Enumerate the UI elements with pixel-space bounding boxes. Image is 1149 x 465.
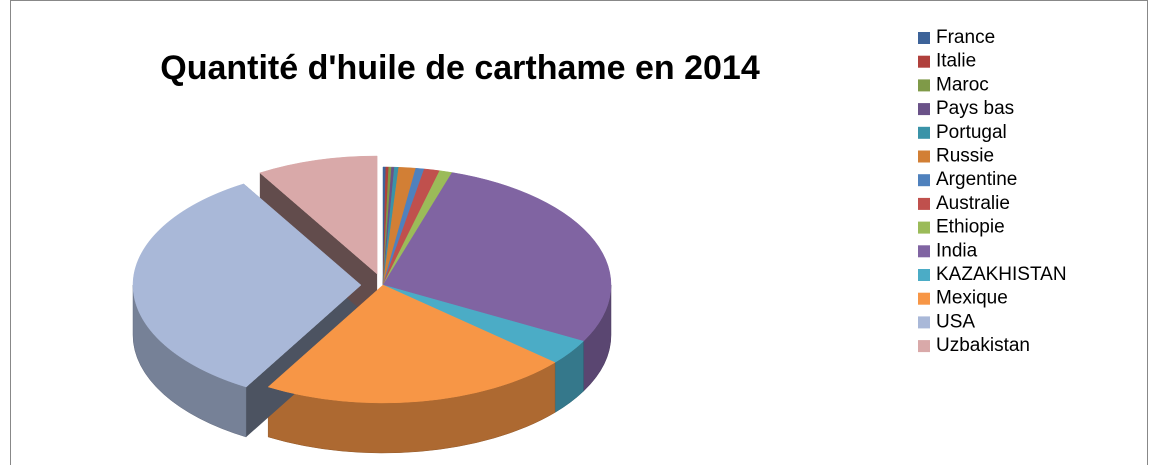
legend-swatch [918, 126, 930, 139]
legend-label: Mexique [936, 288, 1008, 309]
slice [267, 284, 556, 404]
legend-label: Portugal [936, 122, 1007, 143]
chart-title: Quantité d'huile de carthame en 2014 [160, 49, 760, 87]
legend-swatch [918, 340, 930, 353]
legend-swatch [918, 174, 930, 187]
slice [132, 183, 362, 388]
pie [132, 155, 612, 454]
legend-label: Italie [936, 51, 976, 72]
legend-label: Uzbakistan [936, 335, 1030, 356]
legend-swatch [918, 150, 930, 163]
legend-label: USA [936, 311, 975, 332]
legend-swatch [918, 269, 930, 281]
legend-swatch [918, 32, 930, 44]
slice [259, 155, 378, 275]
legend-label: Russie [936, 146, 994, 167]
legend-label: Australie [936, 193, 1010, 214]
legend-label: Pays bas [936, 98, 1014, 119]
legend-label: Argentine [936, 169, 1017, 190]
legend-swatch [918, 103, 930, 116]
legend-swatch [918, 55, 930, 68]
legend-swatch [918, 316, 930, 329]
legend-label: Ethiopie [936, 217, 1005, 238]
legend-label: France [936, 27, 995, 48]
slice [382, 172, 612, 342]
legend-swatch [918, 79, 930, 92]
legend-swatch [918, 245, 930, 258]
legend-swatch [918, 292, 930, 305]
legend-swatch [918, 221, 930, 234]
legend-label: India [936, 240, 978, 261]
legend-label: Maroc [936, 74, 989, 95]
legend-swatch [918, 197, 930, 210]
legend-label: KAZAKHISTAN [936, 264, 1067, 285]
